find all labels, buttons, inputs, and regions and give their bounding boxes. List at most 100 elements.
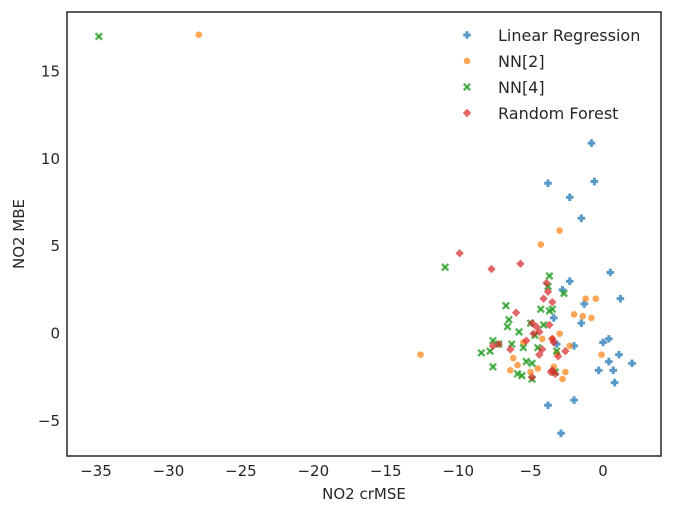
point-nn-2 bbox=[509, 354, 517, 362]
point-nn-4 bbox=[514, 327, 524, 336]
x-tick-label: −25 bbox=[225, 462, 257, 480]
y-tick-label: −5 bbox=[38, 412, 60, 430]
legend-marker-nn-2 bbox=[463, 57, 471, 65]
x-tick-label: −20 bbox=[297, 462, 329, 480]
point-random-forest bbox=[511, 308, 521, 317]
point-nn-2 bbox=[570, 311, 578, 318]
point-linear-regression bbox=[577, 319, 586, 327]
point-random-forest bbox=[506, 345, 515, 354]
point-random-forest bbox=[548, 297, 557, 307]
x-tick-label: 0 bbox=[598, 462, 608, 480]
point-linear-regression bbox=[570, 342, 578, 350]
point-nn-2 bbox=[559, 375, 566, 383]
y-tick-label: 5 bbox=[50, 237, 60, 255]
point-nn-2 bbox=[417, 351, 424, 358]
point-nn-4 bbox=[519, 343, 528, 352]
point-linear-regression bbox=[594, 366, 603, 375]
point-random-forest bbox=[549, 338, 558, 347]
point-random-forest bbox=[527, 373, 537, 382]
point-linear-regression bbox=[577, 214, 586, 223]
point-nn-4 bbox=[517, 371, 526, 380]
point-random-forest bbox=[539, 294, 548, 303]
point-linear-regression bbox=[544, 179, 552, 188]
point-linear-regression bbox=[590, 177, 599, 186]
point-linear-regression bbox=[609, 366, 617, 375]
legend-label-random-forest: Random Forest bbox=[498, 104, 618, 123]
point-random-forest bbox=[535, 350, 544, 359]
data-points bbox=[94, 31, 636, 438]
point-random-forest bbox=[522, 336, 531, 345]
point-linear-regression bbox=[570, 396, 578, 404]
point-linear-regression bbox=[587, 139, 596, 147]
legend-marker-random-forest bbox=[462, 108, 472, 118]
point-linear-regression bbox=[605, 357, 613, 366]
point-nn-2 bbox=[579, 312, 587, 320]
point-linear-regression bbox=[606, 268, 615, 277]
point-random-forest bbox=[561, 346, 570, 356]
x-tick-label: −35 bbox=[80, 462, 112, 480]
x-tick-label: −10 bbox=[442, 462, 474, 480]
point-linear-regression bbox=[544, 401, 552, 410]
point-nn-4 bbox=[503, 322, 512, 331]
y-axis-ticks: −5 0 5 10 15 bbox=[38, 62, 60, 430]
point-nn-4 bbox=[559, 289, 568, 298]
point-nn-2 bbox=[534, 365, 542, 372]
point-random-forest bbox=[527, 318, 537, 328]
point-random-forest bbox=[542, 278, 551, 288]
point-linear-regression bbox=[552, 340, 561, 348]
point-nn-4 bbox=[501, 301, 511, 310]
y-tick-label: 10 bbox=[41, 150, 60, 168]
y-tick-label: 0 bbox=[50, 325, 60, 343]
point-nn-2 bbox=[592, 295, 600, 302]
point-linear-regression bbox=[580, 300, 589, 308]
point-nn-4 bbox=[488, 336, 497, 345]
point-linear-regression bbox=[628, 359, 636, 368]
point-nn-2 bbox=[507, 367, 514, 374]
point-random-forest bbox=[545, 320, 554, 330]
point-random-forest bbox=[529, 329, 538, 338]
point-linear-regression bbox=[549, 314, 558, 322]
legend-marker-linear-regression bbox=[463, 31, 471, 39]
y-axis-label: NO2 MBE bbox=[10, 199, 28, 269]
point-random-forest bbox=[487, 264, 496, 274]
point-nn-2 bbox=[582, 295, 589, 302]
point-nn-4 bbox=[528, 359, 537, 368]
point-linear-regression bbox=[615, 350, 623, 359]
point-linear-regression bbox=[599, 338, 607, 347]
point-nn-2 bbox=[195, 31, 203, 39]
point-nn-4 bbox=[504, 315, 513, 324]
point-random-forest bbox=[488, 341, 498, 351]
point-random-forest bbox=[538, 345, 547, 354]
point-nn-2 bbox=[566, 342, 574, 350]
point-nn-2 bbox=[537, 241, 545, 248]
point-linear-regression bbox=[616, 294, 625, 303]
legend: Linear Regression NN[2] NN[4] Random Forest bbox=[462, 26, 640, 123]
point-random-forest bbox=[535, 327, 544, 337]
x-tick-label: −30 bbox=[153, 462, 185, 480]
point-nn-2 bbox=[556, 330, 563, 337]
point-nn-4 bbox=[548, 305, 557, 314]
point-linear-regression bbox=[558, 286, 567, 294]
point-nn-2 bbox=[562, 368, 569, 376]
point-nn-2 bbox=[588, 314, 595, 322]
point-linear-regression bbox=[557, 429, 565, 438]
point-nn-2 bbox=[538, 335, 546, 343]
point-random-forest bbox=[543, 287, 553, 296]
point-nn-4 bbox=[477, 348, 486, 357]
legend-label-nn-2: NN[2] bbox=[498, 52, 545, 71]
point-nn-4 bbox=[545, 271, 554, 281]
point-nn-4 bbox=[441, 263, 450, 272]
point-nn-4 bbox=[539, 320, 548, 329]
legend-label-nn-4: NN[4] bbox=[498, 78, 545, 97]
point-nn-2 bbox=[514, 361, 521, 369]
point-random-forest bbox=[553, 352, 563, 361]
point-random-forest bbox=[455, 249, 464, 258]
point-nn-4 bbox=[522, 357, 531, 366]
plot-frame bbox=[66, 11, 662, 457]
point-nn-2 bbox=[598, 351, 605, 358]
legend-label-linear-regression: Linear Regression bbox=[498, 26, 640, 45]
x-axis-ticks: −35 −30 −25 −20 −15 −10 −5 0 bbox=[80, 462, 608, 480]
point-nn-4 bbox=[536, 305, 545, 314]
point-linear-regression bbox=[565, 277, 574, 285]
